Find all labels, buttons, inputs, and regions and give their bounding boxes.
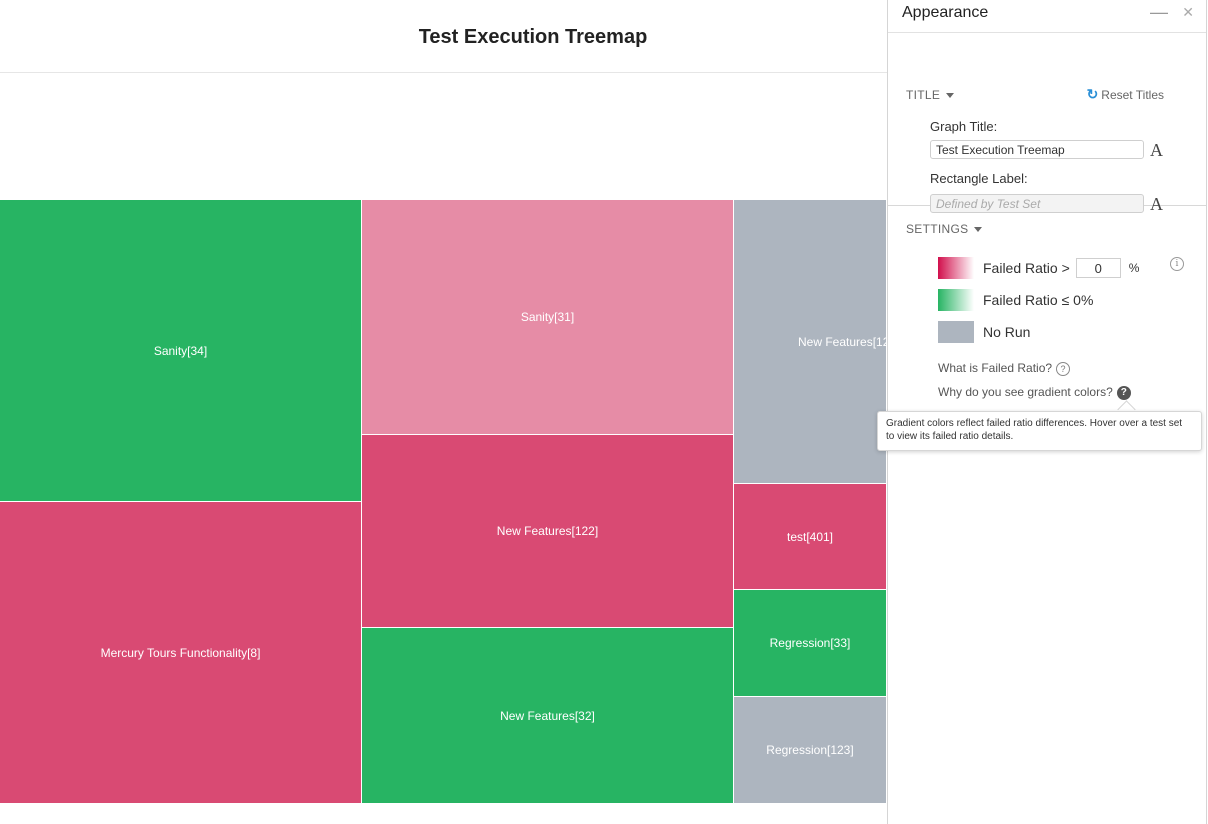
treemap-rect-label: New Features[122] <box>496 524 599 538</box>
rectangle-label-input[interactable] <box>930 194 1144 213</box>
title-section-toggle[interactable]: TITLE <box>906 88 955 102</box>
minimize-icon[interactable]: — <box>1150 2 1168 22</box>
treemap-rect-sanity-34[interactable]: Sanity[34] <box>0 200 362 502</box>
info-icon[interactable]: i <box>1170 257 1184 271</box>
legend-no-run-row: No Run <box>938 321 1030 343</box>
treemap-rect-test-401[interactable]: test[401] <box>734 484 887 590</box>
failed-ratio-input[interactable] <box>1075 258 1121 278</box>
treemap-rect-sanity-31[interactable]: Sanity[31] <box>362 200 734 435</box>
legend-failed-row: Failed Ratio > % <box>938 257 1139 279</box>
percent-label: % <box>1128 261 1140 275</box>
close-icon[interactable]: ✕ <box>1182 4 1194 20</box>
reset-titles-button[interactable]: ↻ Reset Titles <box>1087 86 1164 103</box>
title-section-header: TITLE <box>906 88 941 102</box>
graph-area: Test Execution Treemap Sanity[34] Mercur… <box>0 0 887 804</box>
panel-header: Appearance — ✕ <box>888 0 1206 33</box>
treemap-rect-label: Sanity[34] <box>153 343 208 358</box>
settings-section-header: SETTINGS <box>906 222 969 236</box>
treemap-rect-new-features-32[interactable]: New Features[32] <box>362 628 734 804</box>
legend-passed-row: Failed Ratio ≤ 0% <box>938 289 1093 311</box>
graph-title-input[interactable] <box>930 140 1144 159</box>
why-gradient-colors-link[interactable]: Why do you see gradient colors?? <box>938 385 1131 400</box>
treemap-rect-new-features-122[interactable]: New Features[122] <box>362 435 734 628</box>
refresh-icon: ↻ <box>1086 86 1099 102</box>
treemap: Sanity[34] Mercury Tours Functionality[8… <box>0 200 887 804</box>
no-run-label: No Run <box>983 324 1031 340</box>
treemap-rect-regression-33[interactable]: Regression[33] <box>734 590 887 697</box>
title-section: TITLE ↻Reset Titles Graph Title: A Recta… <box>888 33 1206 214</box>
failed-gradient-swatch <box>938 257 974 279</box>
treemap-rect-mercury-tours-functionality-8[interactable]: Mercury Tours Functionality[8] <box>0 502 362 804</box>
gradient-colors-tooltip: Gradient colors reflect failed ratio dif… <box>877 411 1202 451</box>
treemap-rect-label: Regression[123] <box>766 743 854 757</box>
panel-title: Appearance <box>902 4 989 21</box>
what-is-failed-ratio-link[interactable]: What is Failed Ratio?? <box>938 361 1071 376</box>
graph-title: Test Execution Treemap <box>0 0 887 73</box>
rectangle-label-label: Rectangle Label: <box>930 171 1028 186</box>
reset-titles-label: Reset Titles <box>1101 88 1164 102</box>
font-settings-icon[interactable]: A <box>1150 140 1163 160</box>
no-run-swatch <box>938 321 974 343</box>
passed-gradient-swatch <box>938 289 974 311</box>
font-settings-icon[interactable]: A <box>1150 194 1163 214</box>
treemap-rect-label: New Features[12 <box>798 334 887 349</box>
treemap-rect-label: Sanity[31] <box>520 310 575 324</box>
question-filled-icon: ? <box>1116 385 1131 400</box>
treemap-rect-label: Regression[33] <box>769 636 851 650</box>
treemap-rect-regression-123[interactable]: Regression[123] <box>734 697 887 804</box>
treemap-rect-new-features-12[interactable]: New Features[12 <box>734 200 887 484</box>
question-icon: ? <box>1056 361 1071 376</box>
passed-ratio-label: Failed Ratio ≤ 0% <box>983 292 1094 308</box>
caret-down-icon <box>946 93 955 99</box>
treemap-rect-label: test[401] <box>786 529 834 544</box>
settings-section-toggle[interactable]: SETTINGS <box>906 222 983 236</box>
why-gradient-colors-text: Why do you see gradient colors? <box>938 385 1113 399</box>
graph-title-label: Graph Title: <box>930 119 998 134</box>
treemap-rect-label: Mercury Tours Functionality[8] <box>100 645 261 660</box>
what-is-failed-ratio-text: What is Failed Ratio? <box>938 361 1053 375</box>
treemap-rect-label: New Features[32] <box>500 708 595 723</box>
caret-down-icon <box>974 227 983 233</box>
failed-ratio-label: Failed Ratio > <box>983 260 1070 276</box>
